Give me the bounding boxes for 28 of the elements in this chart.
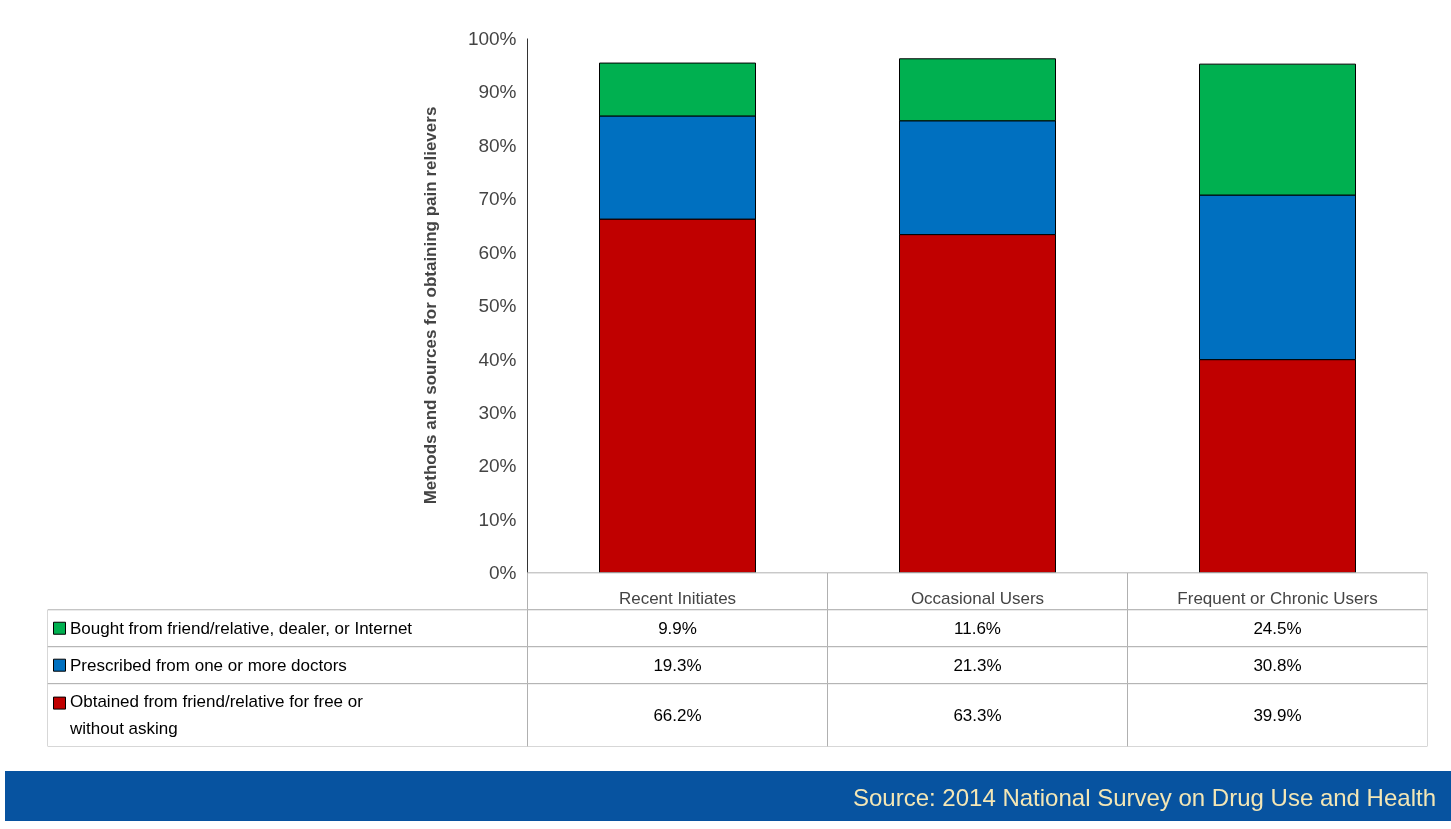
y-axis-title: Methods and sources for obtaining pain relievers [420,106,440,505]
data-label: 9.9% [658,618,697,638]
x-tick-label: Frequent or Chronic Users [1177,588,1378,608]
source-note: Source: 2014 National Survey on Drug Use and Health [852,783,1436,813]
data-label: 11.6% [954,618,1001,638]
legend-label: Obtained from friend/relative for free or without asking [69,692,364,738]
data-label: 19.3% [653,655,702,675]
data-label: 30.8% [1253,655,1302,675]
x-tick-label: Occasional Users [910,588,1045,608]
legend-label: Prescribed from one or more doctors [70,655,347,675]
legend-label: Bought from friend/relative, dealer, or Internet [70,618,413,638]
data-label: 66.2% [653,705,702,725]
y-tick-label: 10% [478,508,517,530]
y-tick-label: 90% [478,81,517,103]
data-label: 24.5% [1253,618,1302,638]
y-tick-label: 30% [478,402,517,424]
y-tick-label: 80% [478,134,517,156]
y-tick-label: 50% [478,295,517,317]
y-tick-label: 60% [478,241,517,263]
y-tick-label: 0% [489,562,517,584]
y-tick-label: 40% [478,348,517,370]
y-tick-label: 70% [478,188,517,210]
data-label: 21.3% [953,655,1002,675]
x-tick-label: Recent Initiates [618,588,737,608]
data-label: 39.9% [1253,705,1302,725]
y-tick-label: 100% [467,27,517,49]
y-tick-label: 20% [478,455,517,477]
data-label: 63.3% [953,705,1002,725]
